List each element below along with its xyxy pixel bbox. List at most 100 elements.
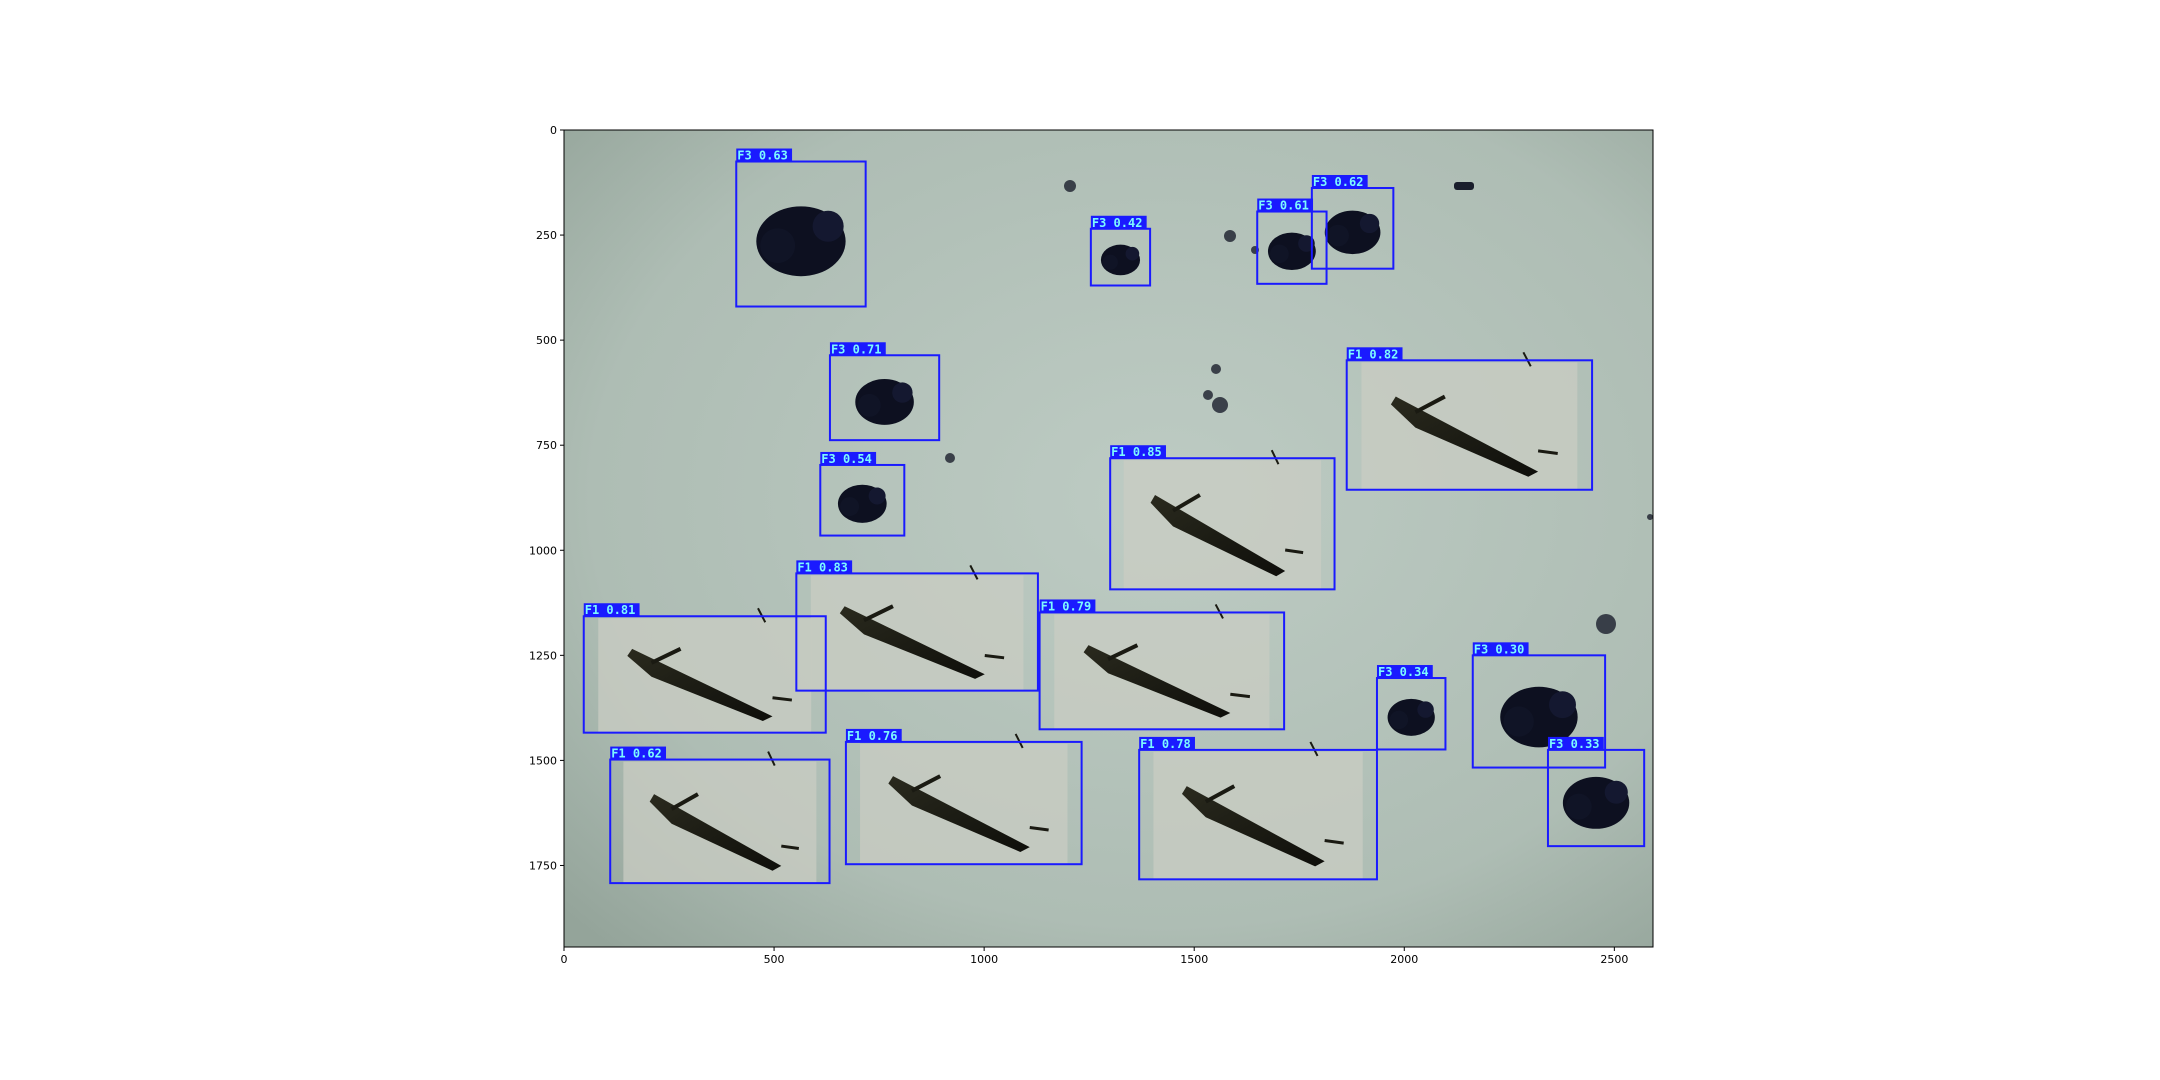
needle-crystal: [1390, 396, 1539, 477]
crystal-fragment: [772, 696, 793, 702]
detection-label-bg: [1547, 736, 1604, 750]
needle-crystal: [1181, 786, 1325, 867]
y-tick-label: 250: [536, 229, 557, 242]
crystal-branch: [650, 647, 682, 665]
x-tick-label: 1500: [1180, 953, 1208, 966]
crystal-fragment: [1324, 839, 1344, 845]
particle-blob: [1270, 244, 1289, 264]
specimen-patch: [623, 761, 817, 884]
detection-label-bg: [1110, 445, 1166, 459]
crystal-fragment: [781, 844, 800, 851]
particle-blob: [1359, 213, 1380, 234]
detection-box: [1109, 457, 1336, 591]
particle-blob: [1389, 710, 1409, 730]
detection-label-bg: [1346, 347, 1403, 361]
y-tick-label: 1500: [529, 754, 557, 767]
stray-particle: [1454, 182, 1474, 190]
detection-label: F1 0.83: [797, 560, 848, 574]
specimen-patch: [860, 743, 1068, 865]
crystal-branch: [910, 774, 942, 793]
detection-label-bg: [1472, 642, 1529, 656]
needle-crystal: [649, 794, 782, 871]
detection-box: [582, 615, 827, 734]
stray-particle: [1596, 614, 1616, 634]
detection-label: F3 0.61: [1258, 199, 1309, 213]
detection-label: F1 0.81: [585, 603, 636, 617]
crystal-branch: [1171, 493, 1201, 513]
detection-label: F3 0.42: [1092, 216, 1143, 230]
plot-frame: [563, 129, 1654, 948]
detection-label: F3 0.62: [1313, 175, 1364, 189]
detection-box: [1471, 654, 1607, 769]
x-tick-label: 2000: [1390, 953, 1418, 966]
detection-label-bg: [845, 728, 902, 742]
detection-label: F1 0.78: [1140, 737, 1191, 751]
crystal-branch: [670, 792, 699, 811]
crystal-fragment: [1014, 733, 1024, 749]
needle-crystal: [627, 648, 773, 722]
detection-label: F3 0.63: [737, 149, 788, 163]
detection-box: [1345, 359, 1594, 491]
specimen-layer: [598, 180, 1653, 884]
detection-label: F3 0.71: [831, 342, 882, 356]
particle-blob: [840, 497, 860, 517]
particle-blob: [1549, 691, 1576, 719]
x-tick-label: 0: [561, 953, 568, 966]
stray-particle: [1064, 180, 1076, 192]
stray-particle: [1224, 230, 1236, 242]
detection-label-bg: [1039, 599, 1096, 613]
detection-box: [1138, 748, 1378, 881]
specimen-patch: [1361, 362, 1578, 490]
needle-crystal: [839, 606, 985, 679]
detection-label: F1 0.85: [1111, 445, 1162, 459]
crystal-branch: [1414, 394, 1446, 414]
crystal-fragment: [969, 564, 979, 580]
x-tick-label: 1000: [970, 953, 998, 966]
crystal-fragment: [984, 653, 1005, 660]
particle-blob: [892, 382, 913, 403]
detection-label-bg: [583, 603, 640, 617]
detection-label: F3 0.30: [1474, 642, 1525, 656]
particle-blob: [1298, 235, 1315, 252]
particle-blob: [1125, 246, 1140, 261]
particle-blob: [760, 228, 796, 264]
y-tick-label: 500: [536, 334, 557, 347]
needle-crystal: [1150, 494, 1286, 577]
crystal-fragment: [1029, 826, 1049, 832]
stray-particle: [945, 453, 955, 463]
detection-label: F1 0.76: [847, 729, 898, 743]
particle-blob: [1565, 793, 1592, 820]
y-axis: 0 250 500 750 1000 1250 1500 1750: [529, 124, 564, 872]
detection-box: [609, 758, 831, 885]
detection-label-bg: [736, 148, 793, 162]
y-tick-label: 1000: [529, 544, 557, 557]
particle-blob: [857, 393, 881, 417]
detection-label: F3 0.34: [1378, 665, 1429, 679]
detection-label-bg: [1257, 198, 1314, 212]
needle-crystal: [888, 776, 1030, 852]
y-tick-label: 750: [536, 439, 557, 452]
detection-box: [844, 740, 1083, 866]
detection-box: [795, 572, 1039, 692]
stray-particle: [1203, 390, 1213, 400]
detection-label: F3 0.54: [821, 452, 872, 466]
crystal-branch: [863, 604, 894, 623]
specimen-patch: [1054, 614, 1270, 730]
detection-box: [1038, 611, 1286, 731]
particle-blob: [1102, 254, 1118, 270]
detection-label-bg: [829, 342, 886, 356]
y-tick-label: 0: [550, 124, 557, 137]
detection-box: [735, 160, 867, 308]
detection-label-bg: [1376, 665, 1433, 679]
detection-label-bg: [610, 746, 667, 760]
needle-crystal: [1083, 645, 1231, 718]
y-tick-label: 1750: [529, 859, 557, 872]
x-axis: 0 500 1000 1500 2000 2500: [561, 947, 1628, 966]
detection-label: F1 0.79: [1041, 599, 1092, 613]
particle-blob: [1417, 701, 1434, 718]
particle-blob: [1327, 224, 1349, 247]
crystal-fragment: [1284, 548, 1304, 555]
detection-label: F3 0.33: [1549, 737, 1600, 751]
specimen-patch: [810, 575, 1024, 691]
